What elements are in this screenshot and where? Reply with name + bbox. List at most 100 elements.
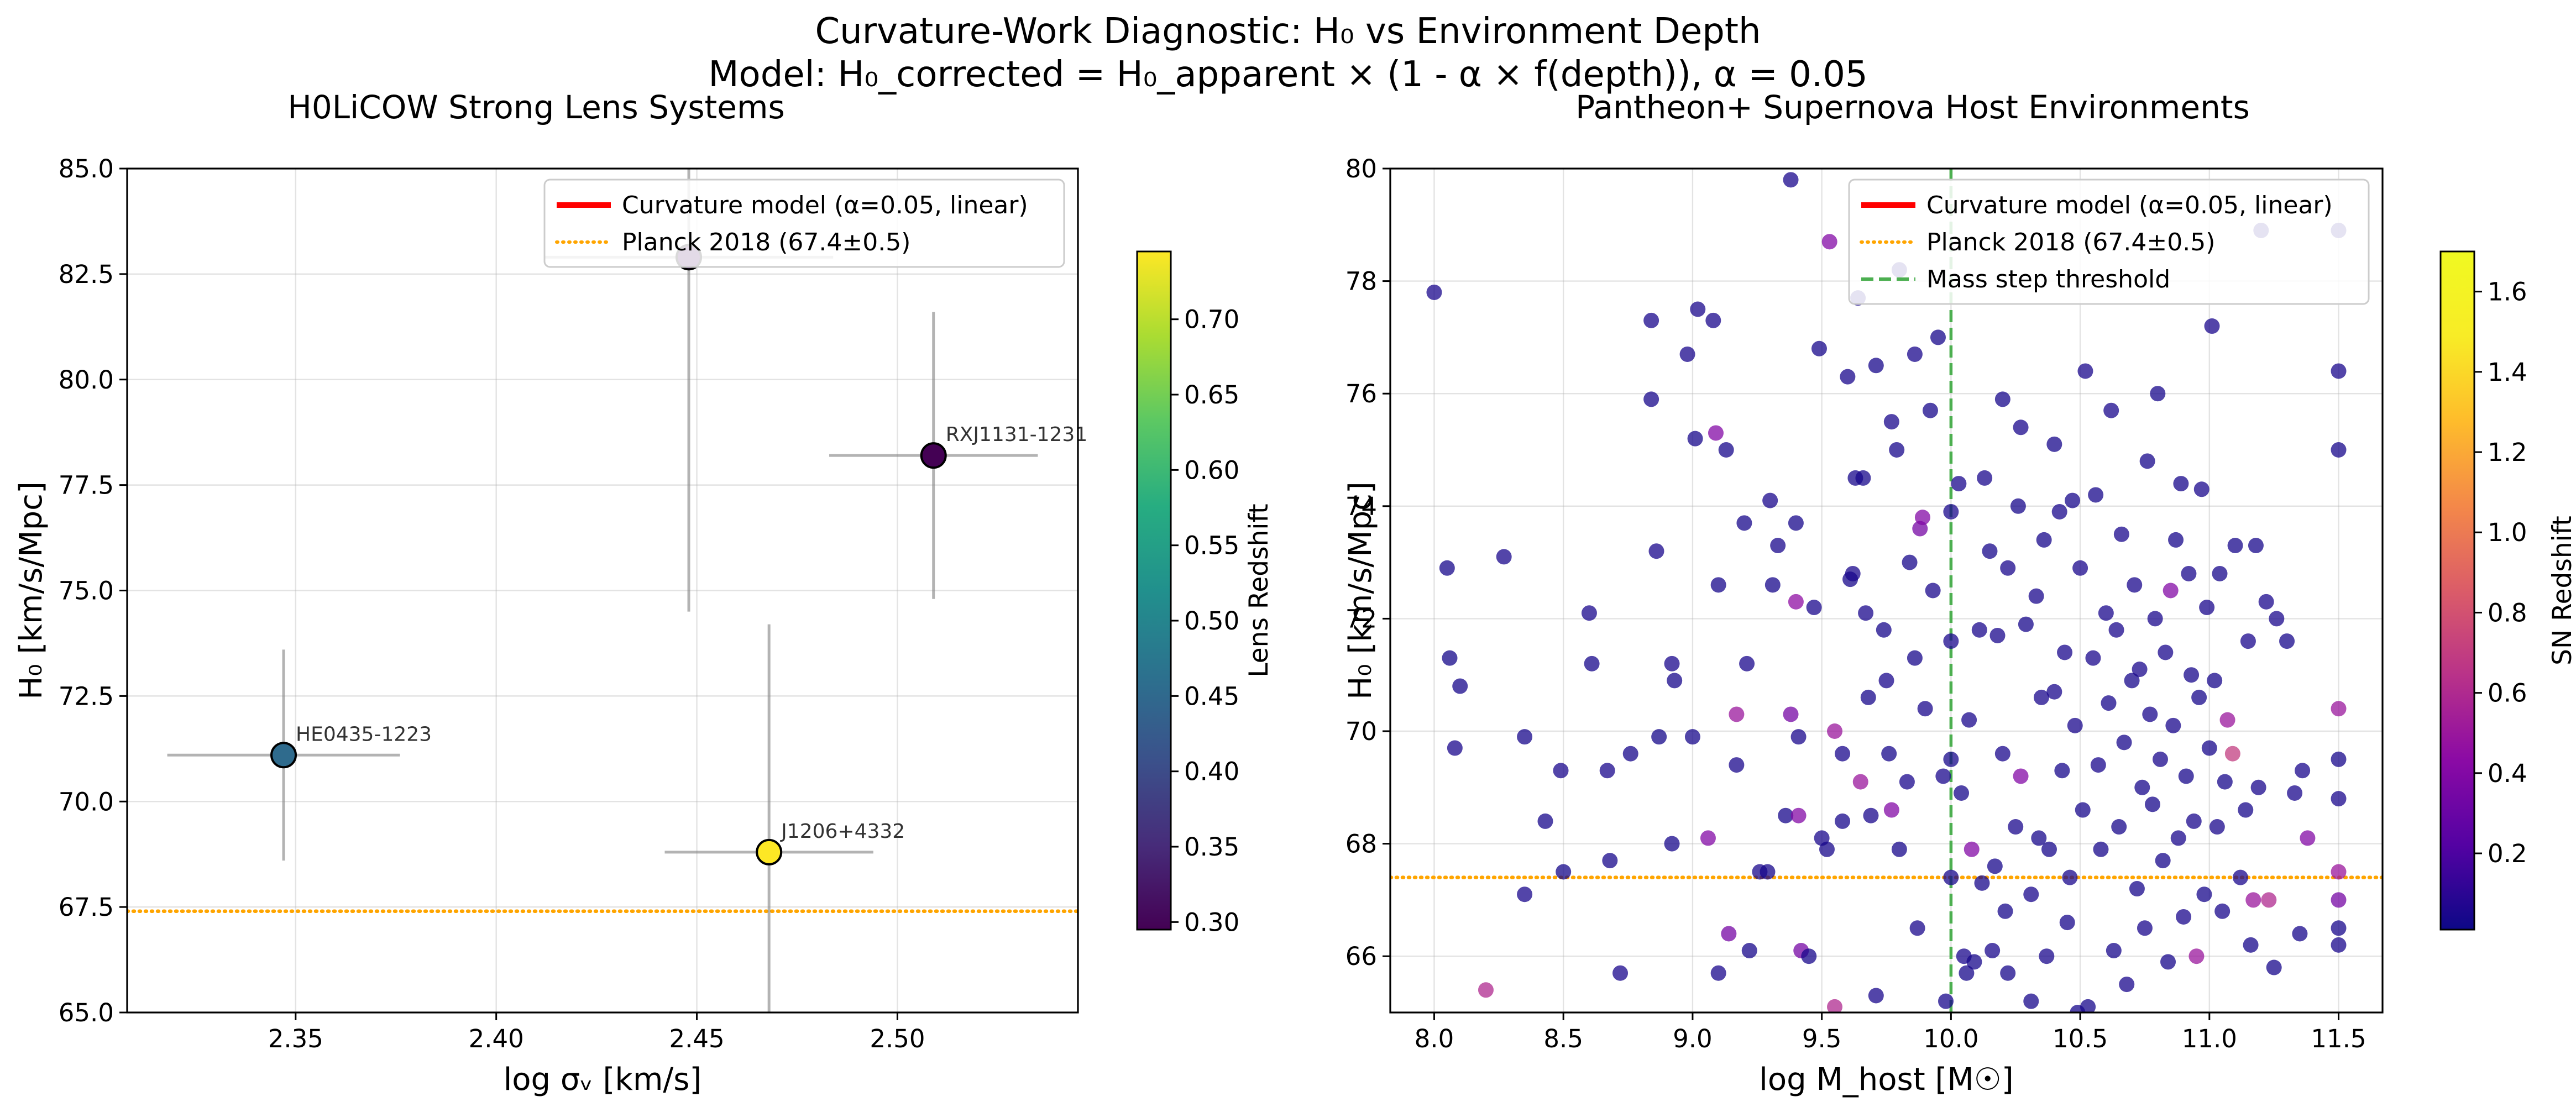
sn-point [1883,414,1899,430]
sn-point [2142,706,2158,722]
sn-point [1770,538,1786,554]
sn-point [1710,577,1726,593]
sn-point [2176,909,2192,925]
sn-point [1889,442,1905,458]
sn-point [1721,926,1737,942]
sn-point [1964,841,1980,857]
lens-ytick-label: 75.0 [59,576,114,606]
sn-point [2240,633,2256,649]
sn-point [2238,802,2254,818]
sn-point [2207,673,2223,689]
sn-point [2163,583,2179,599]
sn-xtick-label: 10.0 [1923,1024,1978,1053]
lens-colorbar-tick-label: 0.70 [1184,305,1239,334]
sn-point [2150,386,2166,402]
sn-point [2287,785,2303,801]
sn-point [2295,763,2311,779]
sn-point [1517,729,1533,745]
sn-point [1684,729,1700,745]
sn-point [1982,543,1998,559]
sn-point [1858,605,1874,621]
sn-point [1710,965,1726,981]
sn-point [1664,655,1680,671]
sn-legend-label: Planck 2018 (67.4±0.5) [1926,228,2215,256]
sn-point [1909,920,1925,936]
sn-point [2008,819,2024,835]
sn-ytick-label: 74 [1345,492,1377,521]
lens-colorbar-label: Lens Redshift [1244,503,1274,677]
sn-point [2090,757,2106,773]
sn-point [2018,616,2034,632]
sn-point [1651,729,1667,745]
sn-point [2245,892,2261,908]
sn-point [2250,779,2266,795]
sn-point [2013,768,2029,784]
sn-colorbar-tick-label: 0.8 [2488,598,2527,627]
sn-point [1925,583,1941,599]
sn-point [1997,903,2013,919]
sn-xtick-label: 9.0 [1673,1024,1713,1053]
lens-ylabel: H₀ [km/s/Mpc] [13,481,49,700]
sn-point [1821,234,1837,250]
sn-point [2023,886,2039,903]
lens-colorbar-bar [1136,250,1172,931]
sn-point [1687,431,1703,447]
sn-point [2093,841,2109,857]
sn-point [1977,470,1993,486]
sn-point [1553,763,1569,779]
sn-point [1643,312,1659,328]
sn-ytick-label: 78 [1345,267,1377,296]
sn-point [1868,358,1884,374]
lens-xtick-label: 2.40 [469,1024,524,1053]
sn-point [2051,503,2067,520]
sn-point [2033,689,2049,705]
sn-legend-label: Mass step threshold [1926,265,2170,293]
sn-colorbar-tick-label: 1.6 [2488,277,2527,307]
sn-point [1741,943,1757,959]
sn-point [2191,689,2207,705]
sn-point [2258,594,2274,610]
sn-point [1708,425,1724,441]
lens-xlabel: log σᵥ [km/s] [504,1062,702,1098]
sn-point [2158,644,2174,660]
sn-point [1762,492,1778,508]
lens-panel: HE0435-1223 RXJ1131-1231 J1206+4332 2.35 2.4… [13,154,1274,1098]
sn-point [1943,633,1959,649]
sn-point [2212,565,2228,581]
sn-point [1690,301,1706,317]
sn-point [1951,476,1967,492]
sn-point [2186,813,2202,829]
sn-point [2227,538,2243,554]
sn-point [1664,836,1680,852]
sn-point [1667,673,1683,689]
figure-title-line2: Model: H₀_corrected = H₀_apparent × (1 -… [708,54,1868,95]
sn-point [2101,695,2117,711]
sn-point [2331,363,2347,379]
sn-point [2127,577,2143,593]
lens-ytick-label: 70.0 [59,787,114,816]
sn-ytick-label: 70 [1345,717,1377,746]
sn-point [1442,650,1458,666]
sn-colorbar-tick-label: 0.2 [2488,839,2527,868]
lens-errorbar [544,169,834,612]
lens-colorbar-tick-label: 0.60 [1184,455,1239,485]
sn-point [1959,965,1975,981]
sn-point [1783,706,1799,722]
sn-point [2010,498,2026,514]
sn-point [2046,436,2062,452]
sn-xlabel: log M_host [M☉] [1759,1062,2013,1098]
sn-point [1985,943,2001,959]
sn-point [1729,757,1745,773]
sn-point [2184,667,2200,683]
sn-point [2300,830,2316,846]
sn-point [2113,526,2129,542]
sn-point [1902,554,1918,570]
sn-point [1883,802,1899,818]
sn-point [2036,532,2052,548]
lens-colorbar: 0.30 0.35 0.40 0.45 0.50 0.55 0.60 0.65 0.70 Lens… [1136,250,1274,937]
sn-point [2201,740,2217,756]
sn-point [1930,329,1946,345]
sn-point [1584,655,1600,671]
sn-point [1961,712,1977,728]
sn-point [1729,706,1745,722]
